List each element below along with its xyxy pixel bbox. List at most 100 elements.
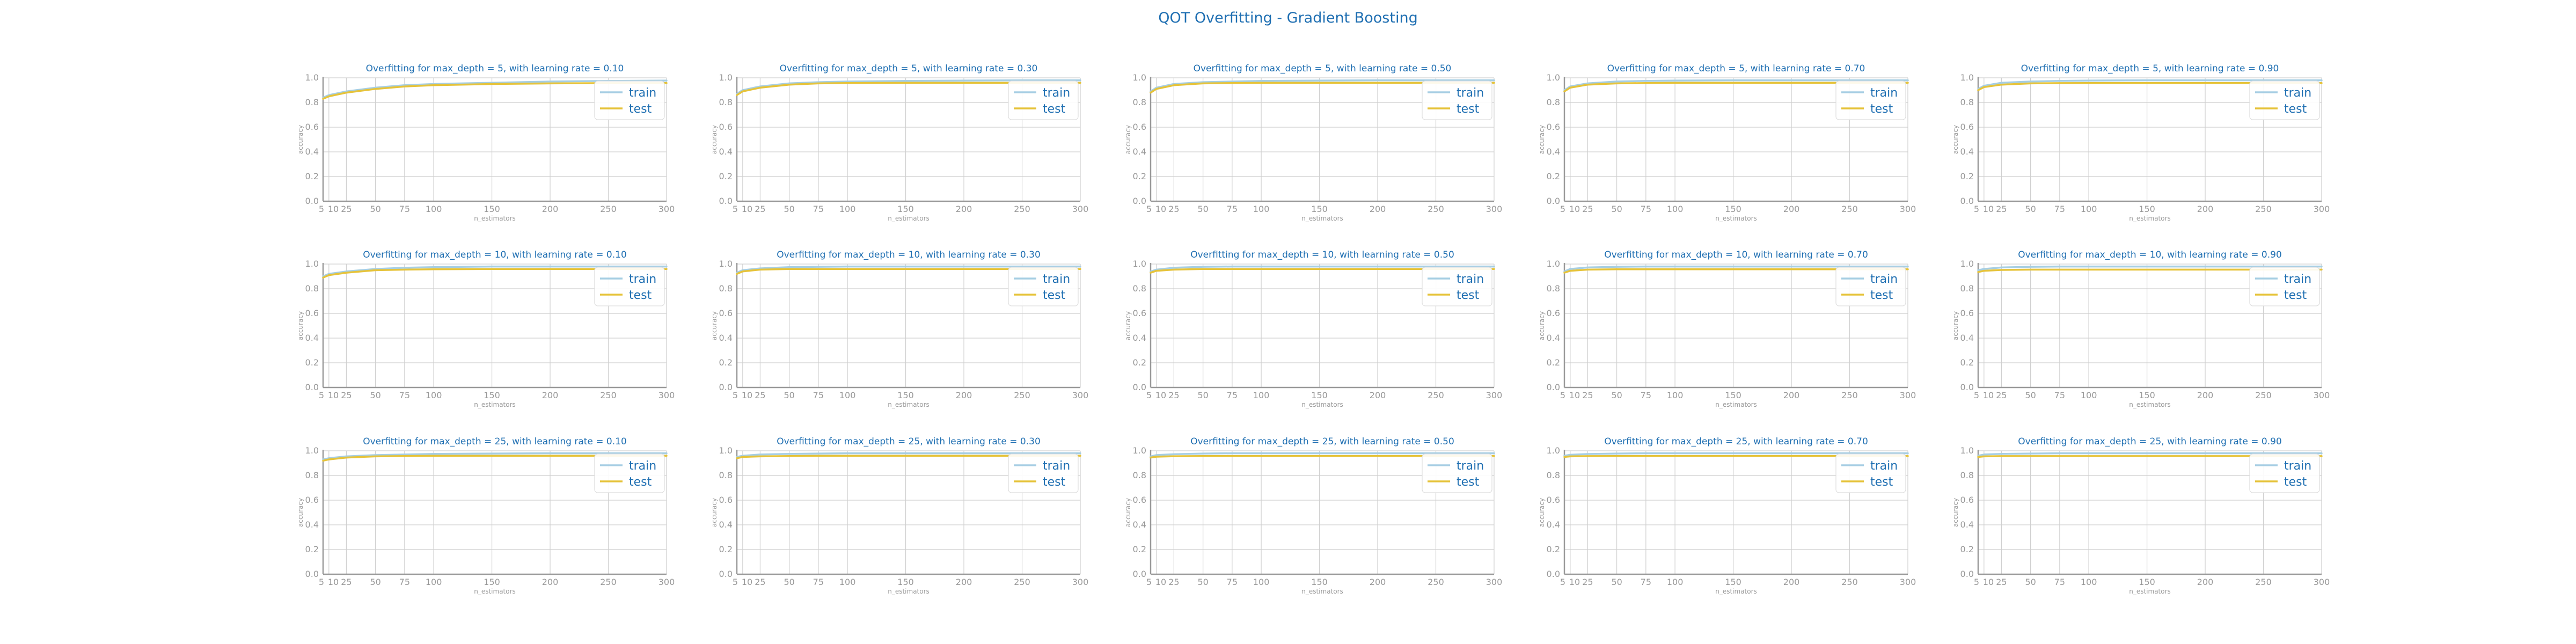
x-tick-label: 10 [328,390,339,400]
series-line-test [1150,455,1495,459]
x-tick-label: 50 [784,390,794,400]
x-tick-label: 10 [1983,204,1994,214]
legend-label-test: test [1457,289,1480,302]
legend-label-train: train [1043,459,1070,473]
legend-box [1008,267,1079,306]
y-tick-label: 1.0 [305,445,319,456]
x-tick-label: 250 [1014,577,1030,587]
legend-box [1008,453,1079,493]
y-tick-label: 0.2 [1960,357,1974,368]
series-line-test [1563,268,1909,274]
x-tick-label: 5 [319,390,324,400]
legend-label-test: test [1457,103,1480,116]
subplot-title: Overfitting for max_depth = 5, with lear… [1194,63,1452,74]
legend-label-test: test [629,475,652,489]
y-axis-label: accuracy [711,498,718,527]
x-tick-label: 50 [1197,390,1208,400]
y-tick-label: 0.0 [1133,196,1146,206]
x-tick-label: 300 [658,204,675,214]
x-tick-label: 5 [733,204,738,214]
y-axis-label: accuracy [1124,125,1132,154]
x-tick-label: 10 [742,390,752,400]
series-line-test [736,82,1081,96]
x-tick-label: 25 [1582,390,1593,400]
y-tick-label: 0.2 [305,544,319,554]
x-tick-label: 75 [2054,204,2065,214]
x-tick-label: 300 [1072,204,1089,214]
series-line-test [736,455,1081,459]
subplot-panel: Overfitting for max_depth = 25, with lea… [1124,436,1502,595]
x-axis-label: n_estimators [2129,401,2171,408]
series-line-test [1563,82,1909,93]
y-tick-label: 0.2 [1133,171,1146,181]
y-tick-label: 0.6 [1133,308,1146,318]
subplot-panel: Overfitting for max_depth = 5, with lear… [711,63,1088,222]
subplot-title: Overfitting for max_depth = 25, with lea… [363,436,627,447]
x-tick-label: 25 [341,577,352,587]
x-tick-label: 100 [839,390,856,400]
x-tick-label: 10 [1983,577,1994,587]
x-tick-label: 250 [1841,390,1858,400]
x-tick-label: 250 [1428,577,1444,587]
y-tick-label: 1.0 [1960,445,1974,456]
series-line-train [322,265,668,277]
legend-label-train: train [1870,86,1898,100]
legend-box [1008,80,1079,120]
legend-label-test: test [1870,289,1893,302]
x-tick-label: 25 [1168,577,1179,587]
x-tick-label: 5 [1560,577,1565,587]
x-tick-label: 150 [484,577,500,587]
y-axis-label: accuracy [1538,498,1546,527]
y-tick-label: 0.4 [305,519,319,530]
y-tick-label: 0.8 [719,470,733,480]
x-tick-label: 300 [1486,204,1503,214]
y-tick-label: 0.6 [305,122,319,132]
y-tick-label: 0.2 [1547,544,1560,554]
legend: train test [1835,267,1906,306]
x-tick-label: 10 [1569,390,1580,400]
legend: train test [1835,80,1906,120]
x-tick-label: 300 [1486,577,1503,587]
x-axis-label: n_estimators [1715,588,1757,595]
x-tick-label: 300 [1072,577,1089,587]
x-tick-label: 250 [1428,390,1444,400]
series-line-train [1977,452,2323,457]
x-tick-label: 75 [1227,577,1238,587]
x-tick-label: 200 [1370,577,1386,587]
y-tick-label: 0.4 [1547,333,1560,343]
x-tick-label: 25 [1582,204,1593,214]
subplot-panel: Overfitting for max_depth = 25, with lea… [1538,436,1916,595]
series-line-test [736,268,1081,275]
y-tick-label: 0.6 [719,122,733,132]
legend-box [2249,453,2320,493]
y-tick-label: 0.8 [1547,283,1560,294]
x-tick-label: 150 [2139,577,2155,587]
y-axis-label: accuracy [297,311,304,340]
x-tick-label: 25 [1996,390,2007,400]
y-tick-label: 0.6 [1547,495,1560,505]
legend-box [1835,267,1906,306]
legend-label-train: train [1043,86,1070,100]
legend-box [2249,80,2320,120]
y-tick-label: 1.0 [1133,72,1146,83]
x-tick-label: 100 [1667,390,1684,400]
y-tick-label: 0.4 [1960,147,1974,157]
x-tick-label: 100 [1667,204,1684,214]
subplot-panel: Overfitting for max_depth = 25, with lea… [711,436,1088,595]
y-tick-label: 0.4 [1547,519,1560,530]
subplot-panel: Overfitting for max_depth = 10, with lea… [1952,250,2330,408]
y-axis-label: accuracy [297,498,304,527]
x-tick-label: 75 [1641,577,1651,587]
y-tick-label: 0.0 [1133,569,1146,579]
y-tick-label: 0.8 [1133,97,1146,107]
y-tick-label: 0.8 [1960,97,1974,107]
y-tick-label: 0.6 [1133,495,1146,505]
x-tick-label: 10 [1569,204,1580,214]
subplot-title: Overfitting for max_depth = 5, with lear… [1607,63,1865,74]
x-tick-label: 300 [1486,390,1503,400]
x-tick-label: 250 [1841,204,1858,214]
y-axis-label: accuracy [1538,311,1546,340]
x-tick-label: 25 [1996,204,2007,214]
x-tick-label: 50 [1197,577,1208,587]
x-tick-label: 150 [1311,204,1328,214]
